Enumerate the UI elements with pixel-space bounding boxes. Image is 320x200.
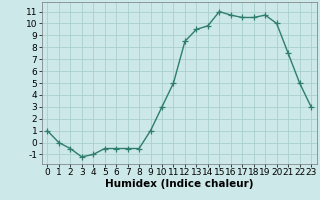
X-axis label: Humidex (Indice chaleur): Humidex (Indice chaleur) <box>105 179 253 189</box>
